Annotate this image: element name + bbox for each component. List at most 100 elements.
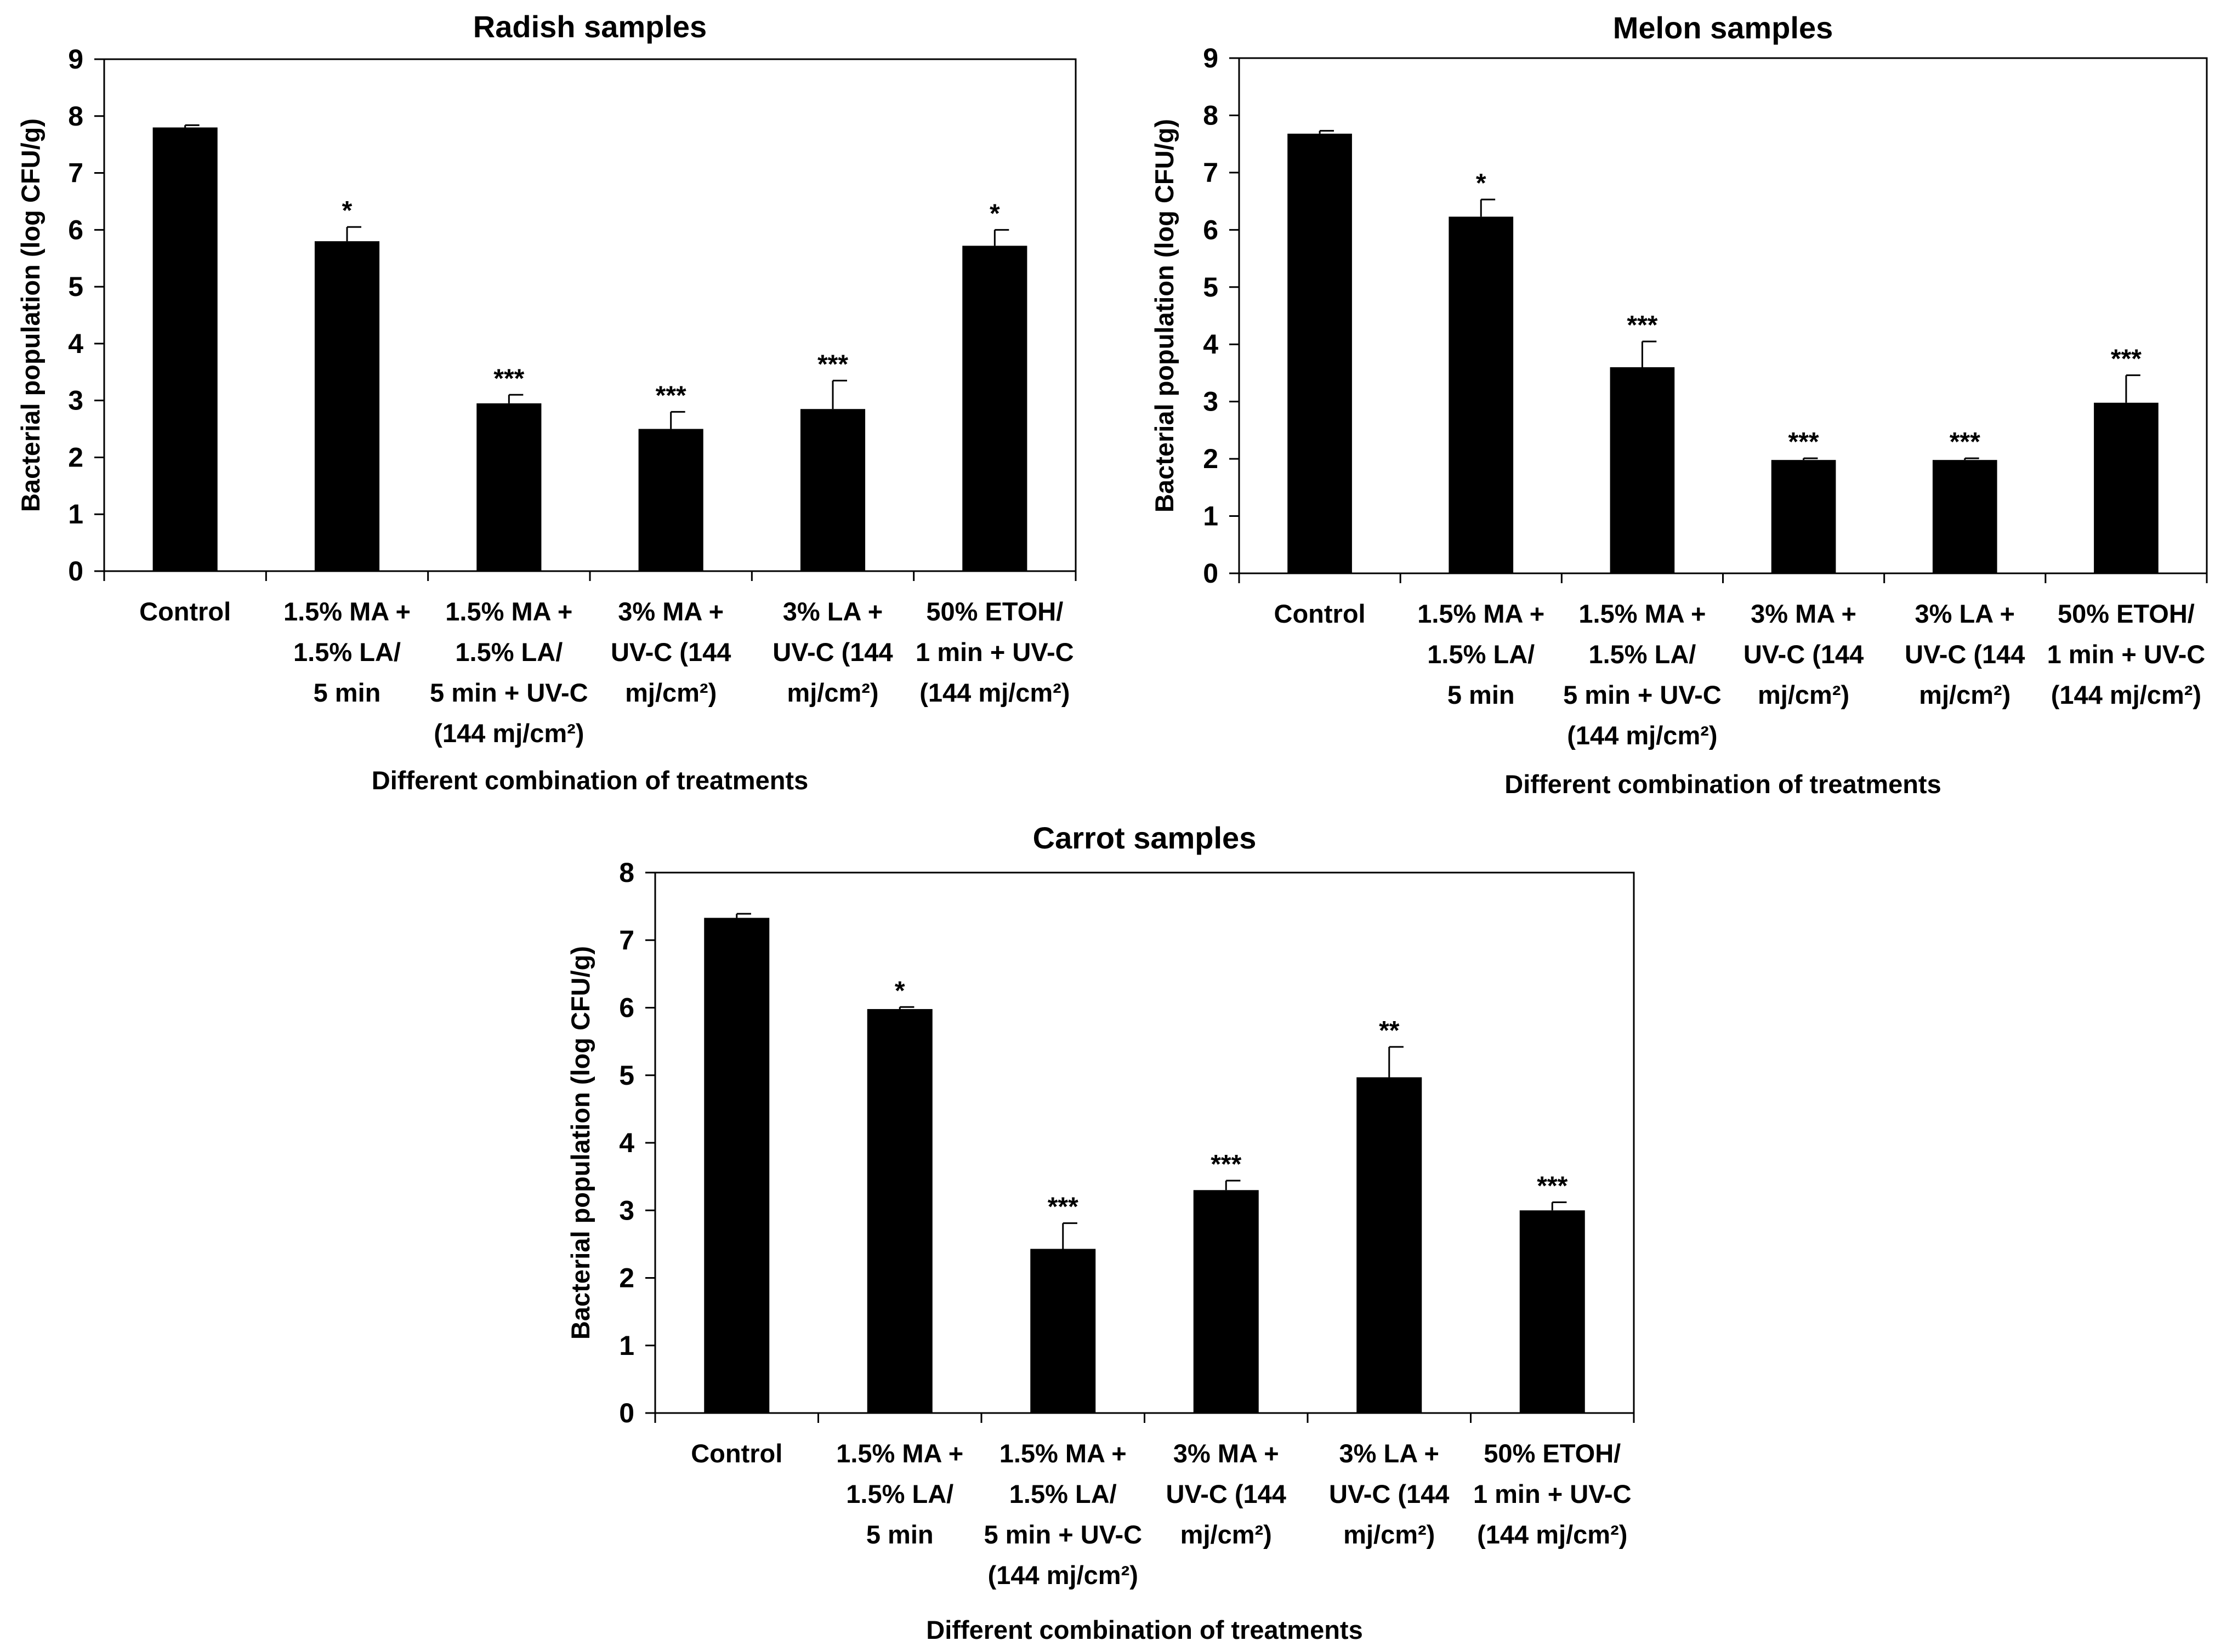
x-axis-title: Different combination of treatments: [1504, 770, 1941, 799]
bar: [704, 918, 770, 1413]
category-label-line: 5 min: [1447, 680, 1515, 709]
significance-label: *: [342, 196, 353, 225]
category-label-line: mj/cm²): [1180, 1520, 1272, 1549]
y-axis-title: Bacterial population (log CFU/g): [566, 946, 595, 1340]
category-label-line: Control: [691, 1439, 782, 1468]
category-label: 1.5% MA + 1.5% LA/5 min: [836, 1439, 963, 1549]
significance-label: ***: [1048, 1193, 1078, 1222]
y-tick-label: 1: [1203, 501, 1218, 532]
category-label-line: 5 min + UV-C: [984, 1520, 1142, 1549]
bar: [1932, 460, 1997, 573]
category-label-line: UV-C (144: [1166, 1479, 1286, 1508]
category-label-line: 3% LA +: [1339, 1439, 1439, 1468]
y-tick-label: 9: [1203, 43, 1218, 73]
category-label-line: 1.5% LA/: [293, 637, 401, 667]
y-tick-label: 0: [1203, 558, 1218, 589]
significance-label: *: [1476, 169, 1486, 198]
category-label-line: 1.5% LA/: [1009, 1479, 1117, 1508]
y-tick-label: 4: [1203, 329, 1218, 360]
y-tick-label: 5: [1203, 272, 1218, 303]
category-label-line: 5 min + UV-C: [1563, 680, 1722, 709]
y-tick-label: 4: [68, 328, 83, 359]
category-label-line: 1.5% MA +: [445, 597, 572, 626]
bar: [638, 429, 703, 571]
bar: [314, 241, 380, 572]
y-tick-label: 3: [1203, 386, 1218, 417]
category-label-line: 50% ETOH/: [1484, 1439, 1621, 1468]
category-label: 1.5% MA + 1.5% LA/5 min + UV-C (144 mj/cm²…: [984, 1439, 1142, 1590]
category-label-line: mj/cm²): [1343, 1520, 1435, 1549]
category-label: Control: [1274, 599, 1366, 628]
category-label-line: 5 min: [314, 678, 381, 707]
category-label: 3% LA + UV-C (144 mj/cm²): [1329, 1439, 1449, 1549]
y-tick-label: 4: [619, 1127, 634, 1158]
category-label-line: 1 min + UV-C: [2047, 640, 2206, 669]
y-tick-label: 3: [68, 385, 83, 416]
category-label-line: 1.5% LA/: [1427, 640, 1535, 669]
plot-frame: [1238, 57, 2208, 574]
category-label-line: (144 mj/cm²): [1567, 721, 1717, 750]
y-tick-label: 2: [619, 1263, 634, 1294]
category-label-line: 1.5% MA +: [836, 1439, 963, 1468]
category-label: 3% MA + UV-C (144 mj/cm²): [1743, 599, 1864, 709]
category-label: Control: [691, 1439, 782, 1468]
significance-label: ***: [1950, 428, 1980, 457]
bar: [1519, 1210, 1585, 1413]
y-axis-title: Bacterial population (log CFU/g): [1150, 119, 1179, 512]
category-label-line: mj/cm²): [1919, 680, 2010, 709]
category-label-line: (144 mj/cm²): [1477, 1520, 1627, 1549]
bar: [476, 403, 542, 571]
y-tick-label: 2: [68, 442, 83, 472]
category-label-line: (144 mj/cm²): [434, 719, 584, 748]
category-label: 3% LA + UV-C (144 mj/cm²): [1905, 599, 2025, 709]
y-tick-label: 0: [619, 1398, 634, 1428]
category-label-line: UV-C (144: [611, 637, 731, 667]
y-tick-label: 0: [68, 556, 83, 586]
category-label-line: 3% MA +: [1751, 599, 1856, 628]
category-label-line: mj/cm²): [625, 678, 717, 707]
significance-label: *: [895, 976, 905, 1005]
category-label-line: 1.5% MA +: [1417, 599, 1544, 628]
category-label: Control: [139, 597, 231, 626]
category-label-line: 5 min + UV-C: [430, 678, 588, 707]
bar: [867, 1009, 933, 1413]
category-label-line: UV-C (144: [1743, 640, 1864, 669]
significance-label: ***: [656, 381, 686, 410]
y-tick-label: 1: [68, 499, 83, 529]
bar: [2094, 402, 2159, 573]
category-label-line: 5 min: [866, 1520, 934, 1549]
y-tick-label: 3: [619, 1195, 634, 1226]
y-tick-label: 5: [68, 271, 83, 302]
bar: [962, 246, 1027, 571]
bar: [1449, 217, 1514, 573]
x-axis-title: Different combination of treatments: [926, 1615, 1362, 1644]
category-label: 50% ETOH/1 min + UV-C (144 mj/cm²): [916, 597, 1074, 707]
y-tick-label: 2: [1203, 443, 1218, 474]
y-tick-label: 6: [1203, 214, 1218, 245]
significance-label: ***: [1627, 311, 1657, 340]
category-label: 50% ETOH/1 min + UV-C (144 mj/cm²): [1473, 1439, 1632, 1549]
chart-title: Melon samples: [1613, 10, 1833, 45]
significance-label: ***: [817, 350, 848, 379]
bar: [1193, 1190, 1259, 1413]
category-label-line: 3% LA +: [783, 597, 883, 626]
category-label-line: UV-C (144: [1905, 640, 2025, 669]
category-label-line: Control: [1274, 599, 1366, 628]
significance-label: ***: [493, 364, 524, 393]
category-label-line: 3% MA +: [1173, 1439, 1279, 1468]
category-label-line: UV-C (144: [1329, 1479, 1449, 1508]
significance-label: ***: [1537, 1171, 1567, 1200]
category-label-line: 1.5% LA/: [455, 637, 563, 667]
bar: [1771, 460, 1836, 573]
category-label-line: 50% ETOH/: [2058, 599, 2195, 628]
category-label-line: 1.5% MA +: [1578, 599, 1706, 628]
chart-carrot-samples: Carrot samples 0 1 2 3 4 5 6 7 8 Control * 1.5% MA +…: [566, 821, 1635, 1644]
category-label-line: 1 min + UV-C: [1473, 1479, 1632, 1508]
bar: [1030, 1249, 1096, 1413]
category-label-line: 1.5% LA/: [1588, 640, 1696, 669]
category-label: 3% LA + UV-C (144 mj/cm²): [773, 597, 893, 707]
category-label-line: mj/cm²): [787, 678, 878, 707]
category-label: 1.5% MA + 1.5% LA/5 min + UV-C (144 mj/cm²…: [430, 597, 588, 748]
category-label-line: 50% ETOH/: [926, 597, 1063, 626]
